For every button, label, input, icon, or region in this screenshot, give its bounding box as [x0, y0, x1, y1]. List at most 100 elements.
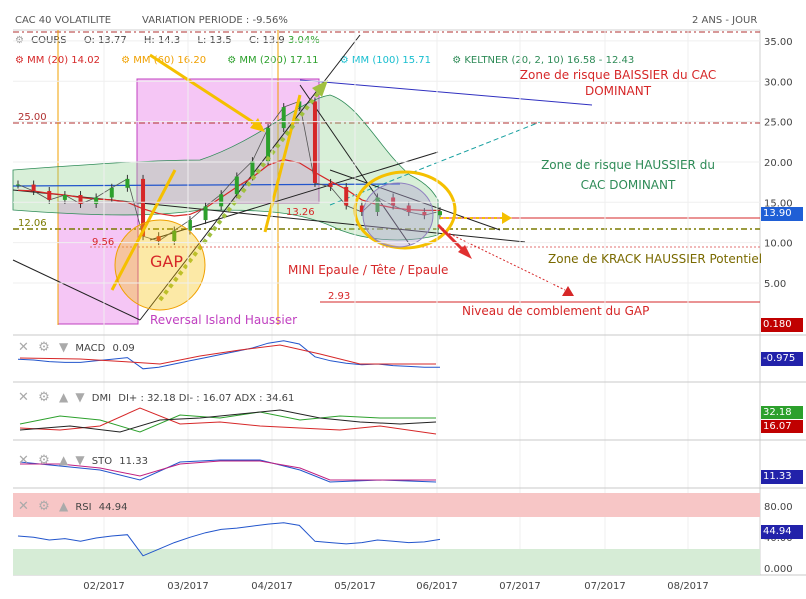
candle-body [156, 236, 161, 242]
candle-body [422, 211, 427, 216]
candle-body [203, 206, 208, 221]
legend-mm60[interactable]: ⚙ MM (60) 16.20 [121, 55, 207, 66]
dmi-value: DI+ : 32.18 DI- : 16.07 ADX : 34.61 [118, 393, 295, 404]
legend-mm20[interactable]: ⚙ MM (20) 14.02 [15, 55, 100, 66]
y-tick-label: 30.00 [764, 77, 793, 88]
x-tick-label: 07/2017 [584, 581, 626, 592]
arrow-down-icon[interactable]: ▼ [58, 340, 69, 354]
period-label: 2 ANS - JOUR [692, 15, 758, 26]
orange-arrow-2 [110, 169, 177, 291]
macd-toolbar: ✕ ⚙ ▼ MACD 0.09 [18, 340, 135, 355]
red-arrowhead [458, 245, 472, 259]
arrow-down-icon[interactable]: ▼ [75, 453, 85, 467]
y-tick-label: 15.00 [764, 198, 793, 209]
macd-label: MACD [75, 343, 106, 354]
candle-body [297, 101, 302, 108]
close-icon[interactable]: ✕ [18, 390, 29, 405]
candle-body [31, 184, 36, 192]
trendline-black-f [329, 169, 501, 231]
candle-body [406, 205, 411, 212]
sto-k-line [19, 459, 437, 483]
close-icon[interactable]: ✕ [18, 453, 29, 468]
y-tick-label: 25.00 [764, 118, 793, 129]
candle-body [78, 195, 83, 204]
trendline-cyan [329, 121, 541, 206]
arrow-down-icon[interactable]: ▼ [75, 390, 85, 404]
x-tick-label: 08/2017 [667, 581, 709, 592]
gap-fill-label: Niveau de comblement du GAP [462, 304, 650, 318]
macd-signal-line [19, 344, 436, 365]
reversal-label: Reversal Island Haussier [150, 313, 298, 327]
legend-mm200[interactable]: ⚙ MM (200) 17.11 [227, 55, 319, 66]
rsi-toolbar: ✕ ⚙ ▲ RSI 44.94 [18, 499, 127, 514]
sto-toolbar: ✕ ⚙ ▲ ▼ STO 11.33 [18, 453, 148, 468]
krack-zone-label: Zone de KRACK HAUSSIER Potentiel [548, 252, 763, 266]
macd-badge: -0.975 [761, 352, 803, 366]
gear-icon[interactable]: ⚙ [38, 499, 50, 514]
arrow-up-icon[interactable]: ▲ [58, 453, 69, 467]
candle-body [62, 195, 67, 200]
legend-mm100[interactable]: ⚙ MM (100) 15.71 [339, 55, 432, 66]
legend-mm60-label: MM (60) 16.20 [133, 55, 207, 66]
legend-keltner[interactable]: ⚙ KELTNER (20, 2, 10) 16.58 - 12.43 [452, 55, 635, 66]
level-12-label: 12.06 [18, 218, 47, 229]
candle-body [141, 178, 146, 237]
x-tick-label: 06/2017 [416, 581, 458, 592]
rsi-tick-label: 80.00 [764, 502, 793, 513]
dmi-minus-line [19, 407, 437, 435]
gear-icon[interactable]: ⚙ [38, 453, 50, 468]
rsi-badge: 44.94 [761, 525, 803, 539]
low-level-badge: 0.180 [761, 318, 803, 332]
candle-body [281, 107, 286, 129]
gear-icon[interactable]: ⚙ [38, 390, 50, 405]
rsi-high-band [13, 493, 760, 517]
legend-mm100-label: MM (100) 15.71 [351, 55, 432, 66]
close-icon[interactable]: ✕ [18, 499, 29, 514]
x-tick-label: 04/2017 [251, 581, 293, 592]
legend-row-2: ⚙ MM (20) 14.02 ⚙ MM (60) 16.20 ⚙ MM (20… [15, 55, 634, 66]
variation-label: VARIATION PERIODE : -9.56% [142, 15, 288, 26]
red-triangle-marker [562, 286, 574, 296]
legend-keltner-label: KELTNER (20, 2, 10) 16.58 - 12.43 [464, 55, 635, 66]
candle-body [391, 197, 396, 206]
candle-body [125, 178, 130, 188]
candle-body [328, 182, 333, 187]
x-tick-label: 02/2017 [83, 581, 125, 592]
rsi-label: RSI [75, 502, 92, 513]
dmi-label: DMI [91, 393, 112, 404]
bear-zone-label: Zone de risque BAISSIER du CAC DOMINANT [519, 68, 717, 98]
orange-arrow-3 [263, 94, 302, 233]
orange-arrow-1 [149, 53, 263, 130]
green-dotted-arrowhead [312, 80, 328, 97]
close-icon[interactable]: ✕ [18, 340, 29, 355]
gear-icon[interactable]: ⚙ [38, 340, 50, 355]
y-tick-label: 10.00 [764, 239, 793, 250]
x-tick-label: 07/2017 [499, 581, 541, 592]
mini-hs-label: MINI Epaule / Tête / Epaule [288, 263, 449, 277]
last-price-badge: 13.90 [761, 207, 803, 221]
hs-inner-ellipse [362, 182, 434, 248]
rsi-value: 44.94 [98, 502, 128, 513]
arrow-up-icon[interactable]: ▲ [58, 390, 69, 404]
legend-mm20-label: MM (20) 14.02 [27, 55, 100, 66]
macd-value: 0.09 [112, 343, 135, 354]
dmi-minus-badge: 16.07 [761, 420, 803, 433]
trendline-black-d [12, 259, 141, 321]
level-1326-label: 13.26 [286, 207, 315, 218]
arrow-up-icon[interactable]: ▲ [58, 499, 69, 513]
dmi-plus-badge: 32.18 [761, 406, 803, 419]
candle-body [16, 184, 20, 186]
rsi-line [17, 522, 441, 557]
bull-zone-label: Zone de risque HAUSSIER du CAC DOMINANT [541, 158, 715, 192]
rsi-low-band [13, 549, 760, 575]
dmi-adx-line [19, 409, 437, 433]
candle-body [438, 211, 442, 216]
candle-body [266, 128, 271, 162]
dmi-toolbar: ✕ ⚙ ▲ ▼ DMI DI+ : 32.18 DI- : 16.07 ADX … [18, 390, 294, 405]
x-tick-label: 05/2017 [334, 581, 376, 592]
red-arrow-line [436, 223, 467, 254]
candle-body [172, 230, 177, 242]
candle-body [234, 176, 239, 195]
x-tick-label: 03/2017 [167, 581, 209, 592]
